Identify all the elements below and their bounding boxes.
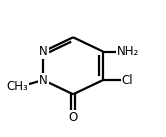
- Text: NH₂: NH₂: [117, 45, 139, 58]
- Text: Cl: Cl: [122, 74, 133, 87]
- Text: O: O: [69, 111, 78, 124]
- Text: CH₃: CH₃: [6, 80, 28, 93]
- Text: N: N: [39, 45, 48, 58]
- Text: N: N: [39, 74, 48, 87]
